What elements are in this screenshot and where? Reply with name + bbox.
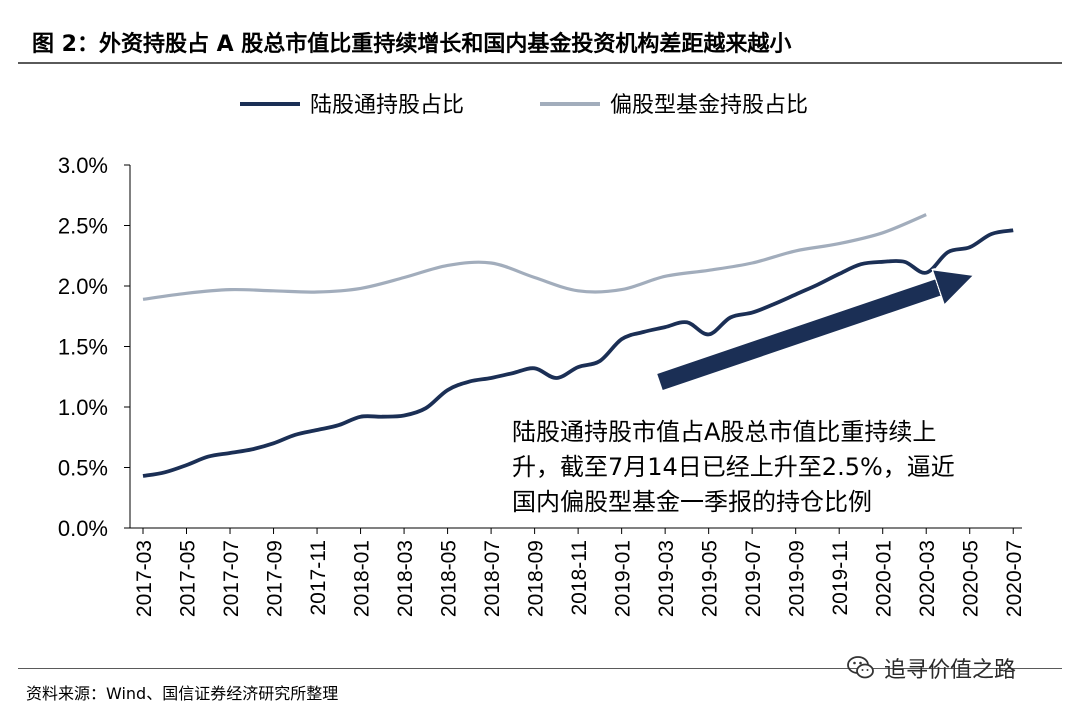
source-note: 资料来源：Wind、国信证券经济研究所整理 [26,684,339,703]
y-tick-label: 2.5% [58,214,108,239]
y-tick-label: 2.0% [58,274,108,299]
x-tick-label: 2017-09 [264,540,287,617]
x-tick-label: 2020-03 [916,540,939,617]
x-tick-label: 2019-03 [655,540,678,617]
x-tick-label: 2017-11 [307,540,330,616]
trend-arrow-body [657,280,960,391]
y-tick-label: 0.5% [58,456,108,481]
x-tick-label: 2017-07 [220,540,243,617]
y-tick-label: 1.0% [58,395,108,420]
legend-label-series-1: 陆股通持股占比 [310,93,464,118]
x-tick-label: 2018-03 [394,540,417,617]
annotation-line-3: 国内偏股型基金一季报的持仓比例 [512,488,872,516]
title-bar: 图 2：外资持股占 A 股总市值比重持续增长和国内基金投资机构差距越来越小 [18,12,1062,62]
x-tick-label: 2018-07 [481,540,504,617]
y-tick-label: 1.5% [58,335,108,360]
title-divider [18,62,1062,64]
x-tick-label: 2019-09 [786,540,809,617]
series-line-fund-holding [142,213,927,301]
wechat-icon [847,656,874,679]
watermark-text: 追寻价值之路 [884,658,1017,683]
x-tick-label: 2018-01 [351,540,374,617]
series-line-northbound-holding [142,228,1014,478]
x-tick-label: 2018-11 [568,540,591,616]
x-tick-label: 2019-05 [699,540,722,617]
x-axis-ticks: 2017-03 2017-05 2017-07 2017-09 2017-11 2018-… [133,528,1026,617]
x-tick-label: 2018-05 [438,540,461,617]
x-tick-label: 2019-01 [612,540,635,617]
x-tick-label: 2019-07 [742,540,765,617]
x-tick-label: 2017-03 [133,540,156,617]
x-tick-label: 2018-09 [525,540,548,617]
source-divider [18,668,1062,669]
chart-title: 图 2：外资持股占 A 股总市值比重持续增长和国内基金投资机构差距越来越小 [32,32,792,57]
legend: 陆股通持股占比 偏股型基金持股占比 [240,93,808,118]
legend-label-series-2: 偏股型基金持股占比 [610,93,808,118]
x-tick-label: 2017-05 [177,540,200,617]
annotation-text: 陆股通持股市值占A股总市值比重持续上 升，截至7月14日已经上升至2.5%，逼近… [512,418,955,516]
y-axis-ticks: 0.0% 0.5% 1.0% 1.5% 2.0% 2.5% 3.0% [58,153,130,541]
annotation-line-2: 升，截至7月14日已经上升至2.5%，逼近 [512,453,955,481]
x-tick-label: 2020-07 [1003,540,1026,617]
y-tick-label: 3.0% [58,153,108,178]
x-tick-label: 2020-05 [960,540,983,617]
watermark: 追寻价值之路 [846,652,1016,684]
x-tick-label: 2020-01 [873,540,896,617]
y-tick-label: 0.0% [58,516,108,541]
annotation-line-1: 陆股通持股市值占A股总市值比重持续上 [512,418,936,446]
x-tick-label: 2019-11 [829,540,852,616]
